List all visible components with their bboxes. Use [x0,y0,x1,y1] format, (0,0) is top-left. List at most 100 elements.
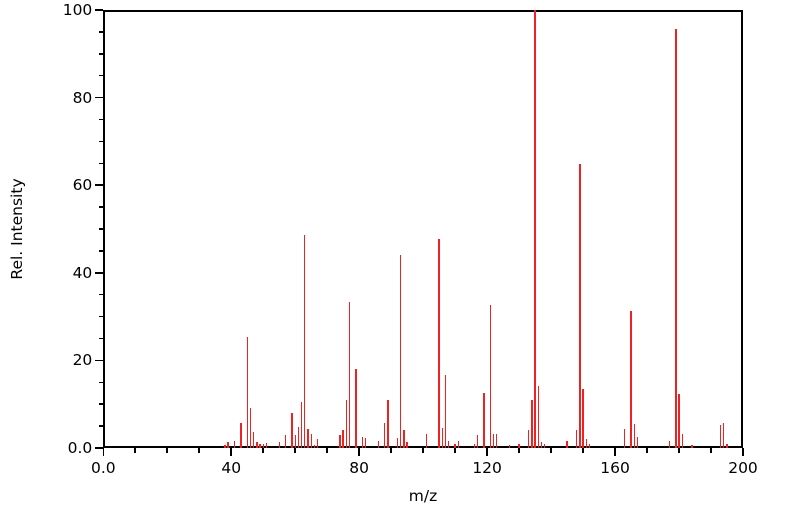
x-minor-tick [134,448,137,453]
x-tick-label: 120 [472,459,502,477]
spectrum-peak-bar-mz-60 [294,434,296,448]
x-tick-label: 80 [349,459,370,477]
spectrum-peak-bar-mz-57 [284,434,287,448]
y-tick-label: 80 [72,88,93,107]
spectrum-peak-bar-mz-62 [300,402,303,448]
spectrum-peak-bar-mz-166 [633,423,635,448]
y-minor-tick [98,425,104,427]
spectrum-peak-bar-mz-101 [425,433,428,448]
spectrum-peak-bar-mz-133 [528,430,530,448]
spectrum-peak-bar-mz-74 [339,435,341,448]
spectrum-peak-bar-mz-41 [233,441,236,448]
spectrum-peak-bar-mz-61 [297,426,300,448]
spectrum-peak-bar-mz-89 [387,399,389,448]
spectrum-peak-bar-mz-111 [457,441,460,448]
y-minor-tick [98,53,104,55]
y-minor-tick [98,118,104,121]
y-major-tick [95,359,104,362]
spectrum-peak-bar-mz-165 [630,311,632,448]
y-minor-tick [98,250,104,252]
spectrum-peak-bar-mz-134 [531,399,533,448]
spectrum-peak-bar-mz-195 [726,443,728,448]
x-minor-tick [262,448,265,453]
x-minor-tick [166,448,169,453]
plot-area [103,10,743,448]
spectrum-peak-bar-mz-47 [252,431,255,448]
spectrum-peak-bar-mz-65 [310,433,312,448]
spectrum-peak-bar-mz-181 [681,433,683,448]
spectrum-peak-bar-mz-51 [265,442,268,448]
spectrum-peak-bar-mz-106 [441,428,444,448]
x-minor-tick [198,448,201,453]
spectrum-peak-bar-mz-77 [348,301,351,448]
y-tick-label: 40 [72,263,93,282]
y-minor-tick [98,140,104,143]
spectrum-peak-bar-mz-92 [396,438,399,448]
spectrum-peak-bar-mz-149 [579,164,581,448]
spectrum-peak-bar-mz-64 [307,428,309,448]
y-tick-label: 60 [72,176,93,195]
spectrum-peak-bar-mz-145 [566,440,568,448]
spectrum-peak-bar-mz-105 [438,239,440,448]
x-tick-label: 0.0 [90,459,116,477]
y-minor-tick [98,162,104,165]
y-major-tick [95,447,104,449]
spectrum-peak-bar-mz-130 [518,444,520,448]
y-tick-label: 0.0 [67,439,93,457]
x-minor-tick [422,448,424,453]
spectrum-peak-bar-mz-107 [444,375,447,448]
y-minor-tick [98,206,104,208]
x-tick-label: 40 [221,459,242,477]
spectrum-peak-bar-mz-152 [588,444,591,448]
y-axis-label: Rel. Intensity [8,178,26,280]
x-minor-tick [326,448,328,453]
y-minor-tick [98,337,104,340]
x-major-tick [230,448,233,456]
x-minor-tick [294,448,296,453]
x-minor-tick [550,448,552,453]
spectrum-peak-bar-mz-81 [361,436,364,448]
spectrum-peak-bar-mz-39 [227,441,229,448]
spectrum-peak-bar-mz-63 [304,235,306,448]
x-axis-label: m/z [408,487,438,505]
spectrum-peak-bar-mz-95 [406,441,408,448]
y-minor-tick [98,228,104,230]
spectrum-peak-bar-mz-45 [246,336,248,448]
x-major-tick [614,448,616,456]
spectrum-peak-bar-mz-193 [719,424,722,448]
spectrum-peak-bar-mz-66 [313,444,316,448]
y-tick-label: 100 [62,1,93,19]
spectrum-peak-bar-mz-135 [534,10,536,448]
y-major-tick [95,96,104,99]
x-minor-tick [678,448,680,453]
spectrum-peak-bar-mz-184 [691,444,693,448]
spectrum-peak-bar-mz-194 [723,423,725,448]
x-major-tick [486,448,488,456]
spectrum-peak-bar-mz-116 [473,443,476,448]
x-minor-tick [582,448,584,453]
x-minor-tick [518,448,520,453]
x-minor-tick [710,448,712,453]
spectrum-peak-bar-mz-167 [636,437,639,448]
y-major-tick [95,272,104,274]
spectrum-peak-bar-mz-79 [355,369,357,448]
spectrum-peak-bar-mz-137 [540,441,543,448]
x-major-tick [742,448,744,456]
spectrum-peak-bar-mz-108 [448,441,450,448]
spectrum-peak-bar-mz-110 [454,443,456,448]
spectrum-peak-bar-mz-86 [377,441,380,448]
spectrum-peak-bar-mz-163 [623,429,626,448]
spectrum-peak-bar-mz-117 [476,435,479,448]
spectrum-peak-bar-mz-127 [508,444,511,448]
spectrum-peak-bar-mz-48 [256,442,258,448]
spectrum-peak-bar-mz-136 [537,385,539,448]
spectrum-peak-bar-mz-67 [316,438,319,448]
spectrum-peak-bar-mz-180 [678,394,680,448]
spectrum-peak-bar-mz-55 [278,441,280,448]
spectrum-peak-bar-mz-50 [262,443,264,448]
x-tick-label: 160 [600,459,630,477]
spectrum-peak-bar-mz-179 [675,29,677,448]
spectrum-peak-bar-mz-123 [496,433,498,448]
x-minor-tick [390,448,392,453]
